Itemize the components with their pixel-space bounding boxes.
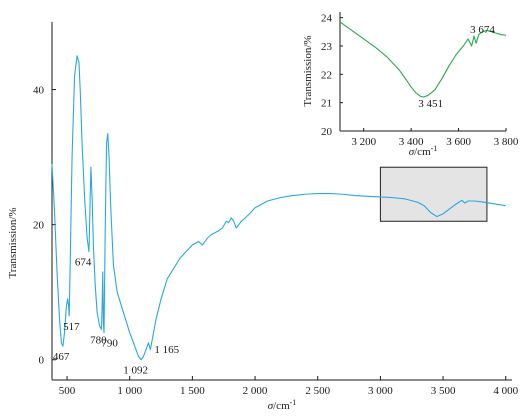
inset-x-axis-title: σ/cm-1 <box>409 144 438 158</box>
axis-title-exponent: -1 <box>290 398 297 407</box>
inset-x-tick-label: 3 200 <box>351 136 376 148</box>
inset-y-tick-label: 21 <box>321 98 332 110</box>
main-x-tick-label: 2 000 <box>243 385 268 397</box>
main-x-tick-label: 4 000 <box>493 385 518 397</box>
axis-title-unit: /cm <box>414 146 431 158</box>
main-series-line <box>51 55 506 361</box>
main-x-tick-label: 3 000 <box>368 385 393 397</box>
main-x-tick-label: 500 <box>59 385 76 397</box>
main-y-tick-label: 0 <box>39 355 45 367</box>
inset-y-tick-label: 22 <box>321 69 332 81</box>
main-x-tick-label: 1 500 <box>180 385 205 397</box>
main-peak-label: 1 165 <box>154 344 179 356</box>
main-x-tick-label: 2 500 <box>305 385 330 397</box>
main-peak-label: 790 <box>101 338 118 350</box>
inset-series-line <box>339 21 507 98</box>
main-peak-label: 517 <box>63 321 80 333</box>
inset-y-tick-label: 23 <box>321 41 333 53</box>
axis-title-symbol: σ <box>268 400 274 412</box>
inset-y-tick-label: 20 <box>321 126 333 138</box>
axis-title-unit: /cm <box>273 400 290 412</box>
inset-x-tick-label: 3 800 <box>494 136 519 148</box>
zoom-region-box <box>379 166 488 222</box>
inset-y-axis-title: Transmission/% <box>302 35 314 106</box>
axis-title-exponent: -1 <box>431 144 438 153</box>
inset-x-tick-label: 3 400 <box>399 136 424 148</box>
main-peak-label: 674 <box>75 257 92 269</box>
main-y-tick-label: 20 <box>33 220 45 232</box>
axis-title-symbol: σ <box>409 146 415 158</box>
main-y-axis-title: Transmission/% <box>7 207 19 278</box>
main-y-tick-label: 40 <box>33 85 45 97</box>
main-x-tick-label: 3 500 <box>431 385 456 397</box>
inset-peak-label: 3 674 <box>470 24 495 36</box>
main-peak-label: 1 092 <box>123 365 148 377</box>
inset-y-tick-label: 24 <box>321 13 333 25</box>
inset-peak-label: 3 451 <box>418 98 443 110</box>
main-x-tick-label: 1 000 <box>117 385 142 397</box>
main-peak-label: 467 <box>53 351 70 363</box>
main-peak-label: 780 <box>90 334 107 346</box>
main-x-axis-title: σ/cm-1 <box>268 398 297 412</box>
inset-x-tick-label: 3 600 <box>446 136 471 148</box>
